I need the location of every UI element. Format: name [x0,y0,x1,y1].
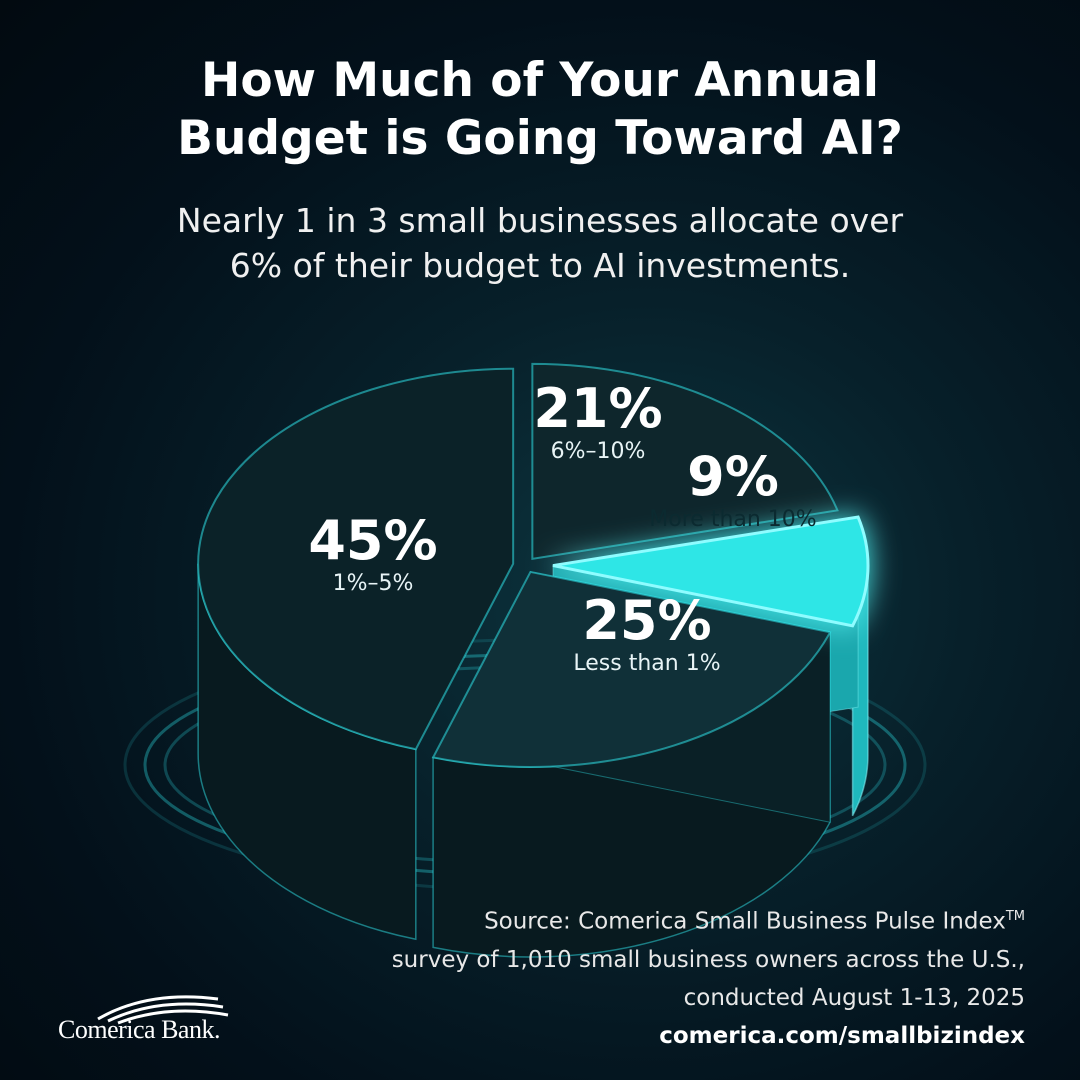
source-url-link[interactable]: comerica.com/smallbizindex [659,1022,1025,1049]
slice-category: Less than 1% [573,651,721,676]
subtitle-line-2: 6% of their budget to AI investments. [229,246,851,285]
trademark: TM [1005,909,1025,924]
source-line-2: survey of 1,010 small business owners ac… [391,946,1025,973]
slice-value: 25% [582,589,712,652]
source-line-3: conducted August 1-13, 2025 [683,984,1025,1011]
slice-category: 6%–10% [550,439,646,464]
slice-value: 21% [533,377,663,440]
pie-slice-45pct [197,367,515,751]
slice-label-6-10: 21% 6%–10% [468,380,728,466]
subtitle-line-1: Nearly 1 in 3 small businesses allocate … [176,201,904,240]
slice-category: 1%–5% [332,571,414,596]
slice-label-more-than-10: 9% More than 10% [603,448,863,534]
pie-slice-25pct [431,570,832,768]
slice-category: More than 10% [649,507,817,532]
logo-text: Comerica Bank. [58,1015,220,1044]
title-line-1: How Much of Your Annual [200,53,879,108]
comerica-logo: Comerica Bank. [58,985,248,1045]
slice-value: 45% [308,509,438,572]
pie-slice-9pct [552,515,870,628]
slice-value: 9% [687,445,779,508]
chart-title: How Much of Your Annual Budget is Going … [0,52,1080,168]
slice-label-1-5: 45% 1%–5% [243,512,503,598]
source-line-1: Source: Comerica Small Business Pulse In… [484,908,1006,935]
source-note: Source: Comerica Small Business Pulse In… [392,898,1025,1055]
chart-subtitle: Nearly 1 in 3 small businesses allocate … [0,198,1080,288]
logo-swoosh-icon [97,995,229,1025]
pie-slice-21pct [531,362,839,561]
title-line-2: Budget is Going Toward AI? [177,111,903,166]
slice-label-less-than-1: 25% Less than 1% [517,592,777,678]
